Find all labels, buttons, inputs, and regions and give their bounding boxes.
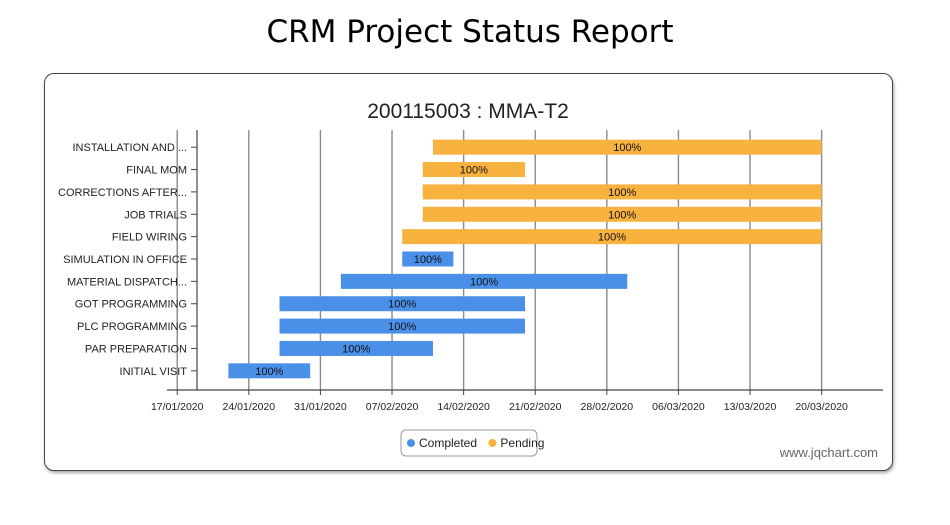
legend[interactable]: Completed Pending	[400, 429, 544, 457]
category-label: PAR PREPARATION	[85, 343, 187, 355]
task-bar[interactable]	[422, 184, 822, 200]
bar-data-label: 100%	[613, 142, 641, 154]
task-bar[interactable]	[432, 139, 822, 155]
watermark: www.jqchart.com	[779, 445, 878, 460]
bar-data-label: 100%	[608, 209, 636, 221]
x-tick-label: 06/03/2020	[652, 401, 705, 413]
task-bar[interactable]	[279, 318, 525, 334]
x-tick-label: 24/01/2020	[223, 401, 276, 413]
task-bar[interactable]	[279, 340, 433, 356]
legend-box	[400, 429, 538, 457]
bar-data-label: 100%	[608, 187, 636, 199]
task-bar[interactable]	[402, 251, 454, 267]
category-label: INITIAL VISIT	[120, 366, 188, 378]
x-tick-label: 14/02/2020	[437, 401, 490, 413]
category-label: FIELD WIRING	[112, 232, 187, 244]
task-bar[interactable]	[228, 363, 311, 379]
bar-data-label: 100%	[470, 276, 498, 288]
chart-panel: 200115003 : MMA-T2 17/01/2020 24/01/2020 3…	[44, 73, 893, 471]
legend-marker[interactable]	[488, 439, 497, 447]
task-bar[interactable]	[279, 296, 525, 312]
category-labels: INSTALLATION AND ... FINAL MOM CORRECTIONS…	[58, 142, 197, 378]
bar-data-label: 100%	[388, 321, 416, 333]
category-label: MATERIAL DISPATCH...	[67, 276, 187, 288]
x-tick-label: 07/02/2020	[366, 401, 419, 413]
x-tick-label: 20/03/2020	[795, 401, 848, 413]
chart-title: 200115003 : MMA-T2	[367, 100, 569, 123]
x-tick-label: 31/01/2020	[294, 401, 347, 413]
bar-data-label: 100%	[388, 299, 416, 311]
category-label: PLC PROGRAMMING	[77, 321, 187, 333]
x-tick-label: 21/02/2020	[509, 401, 562, 413]
x-tick-label: 13/03/2020	[724, 401, 777, 413]
task-bar[interactable]	[402, 229, 822, 245]
category-label: GOT PROGRAMMING	[75, 299, 187, 311]
gantt-chart: 200115003 : MMA-T2 17/01/2020 24/01/2020 3…	[58, 100, 883, 457]
x-axis: 17/01/2020 24/01/2020 31/01/2020 07/02/2020…	[151, 130, 883, 413]
bar-data-label: 100%	[598, 232, 626, 244]
bar-data-label: 100%	[460, 165, 488, 177]
bar-data-label: 100%	[342, 343, 370, 355]
task-bar[interactable]	[340, 273, 628, 289]
grid-lines	[176, 130, 823, 390]
legend-label[interactable]: Completed	[419, 436, 477, 450]
category-label: JOB TRIALS	[124, 209, 187, 221]
task-bar[interactable]	[422, 206, 822, 222]
task-bars: 100% 100% 100% 100% 100% 100% 100% 100% 100% 100%…	[228, 139, 822, 379]
category-label: SIMULATION IN OFFICE	[63, 254, 187, 266]
x-tick-label: 28/02/2020	[581, 401, 634, 413]
task-bar[interactable]	[422, 162, 525, 178]
page-title: CRM Project Status Report	[266, 14, 674, 50]
legend-marker[interactable]	[407, 439, 415, 447]
category-label: CORRECTIONS AFTER...	[58, 187, 187, 199]
x-tick-label: 17/01/2020	[151, 401, 204, 413]
legend-label[interactable]: Pending	[500, 436, 544, 450]
category-label: INSTALLATION AND ...	[72, 142, 187, 154]
category-label: FINAL MOM	[126, 165, 187, 177]
bar-data-label: 100%	[414, 254, 442, 266]
bar-data-label: 100%	[255, 366, 283, 378]
